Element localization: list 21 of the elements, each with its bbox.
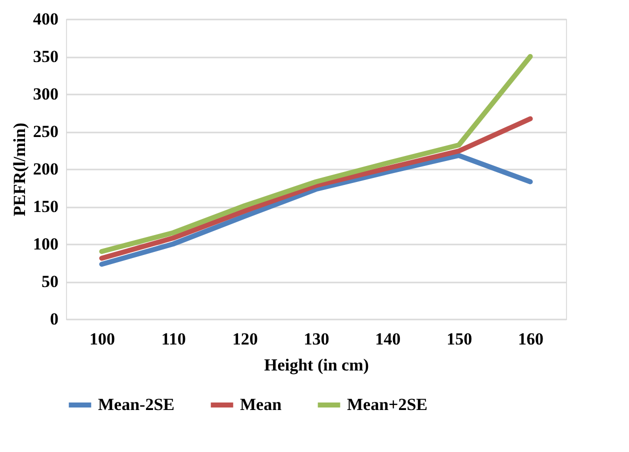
x-tick-label: 140 <box>375 330 401 348</box>
y-tick-label: 400 <box>33 10 58 28</box>
y-tick-label: 150 <box>33 197 58 216</box>
y-tick-label: 200 <box>33 160 58 178</box>
y-axis-title: PEFR(l/min) <box>10 122 29 216</box>
x-axis-title: Height (in cm) <box>264 356 369 374</box>
x-tick-label: 110 <box>161 330 186 348</box>
x-tick-label: 130 <box>304 330 330 348</box>
y-tick-label: 100 <box>33 234 58 254</box>
x-tick-label: 160 <box>518 330 544 348</box>
legend-label: Mean <box>240 395 282 414</box>
y-tick-label: 350 <box>33 47 58 66</box>
x-tick-label: 150 <box>446 330 472 348</box>
y-tick-label: 50 <box>42 272 58 291</box>
y-tick-label: 250 <box>33 122 58 141</box>
x-tick-label: 100 <box>89 330 115 348</box>
legend-label: Mean-2SE <box>98 395 174 414</box>
y-tick-label: 300 <box>33 84 58 104</box>
legend-label: Mean+2SE <box>347 395 428 414</box>
x-tick-label: 120 <box>232 330 258 348</box>
y-tick-label: 0 <box>50 310 58 328</box>
